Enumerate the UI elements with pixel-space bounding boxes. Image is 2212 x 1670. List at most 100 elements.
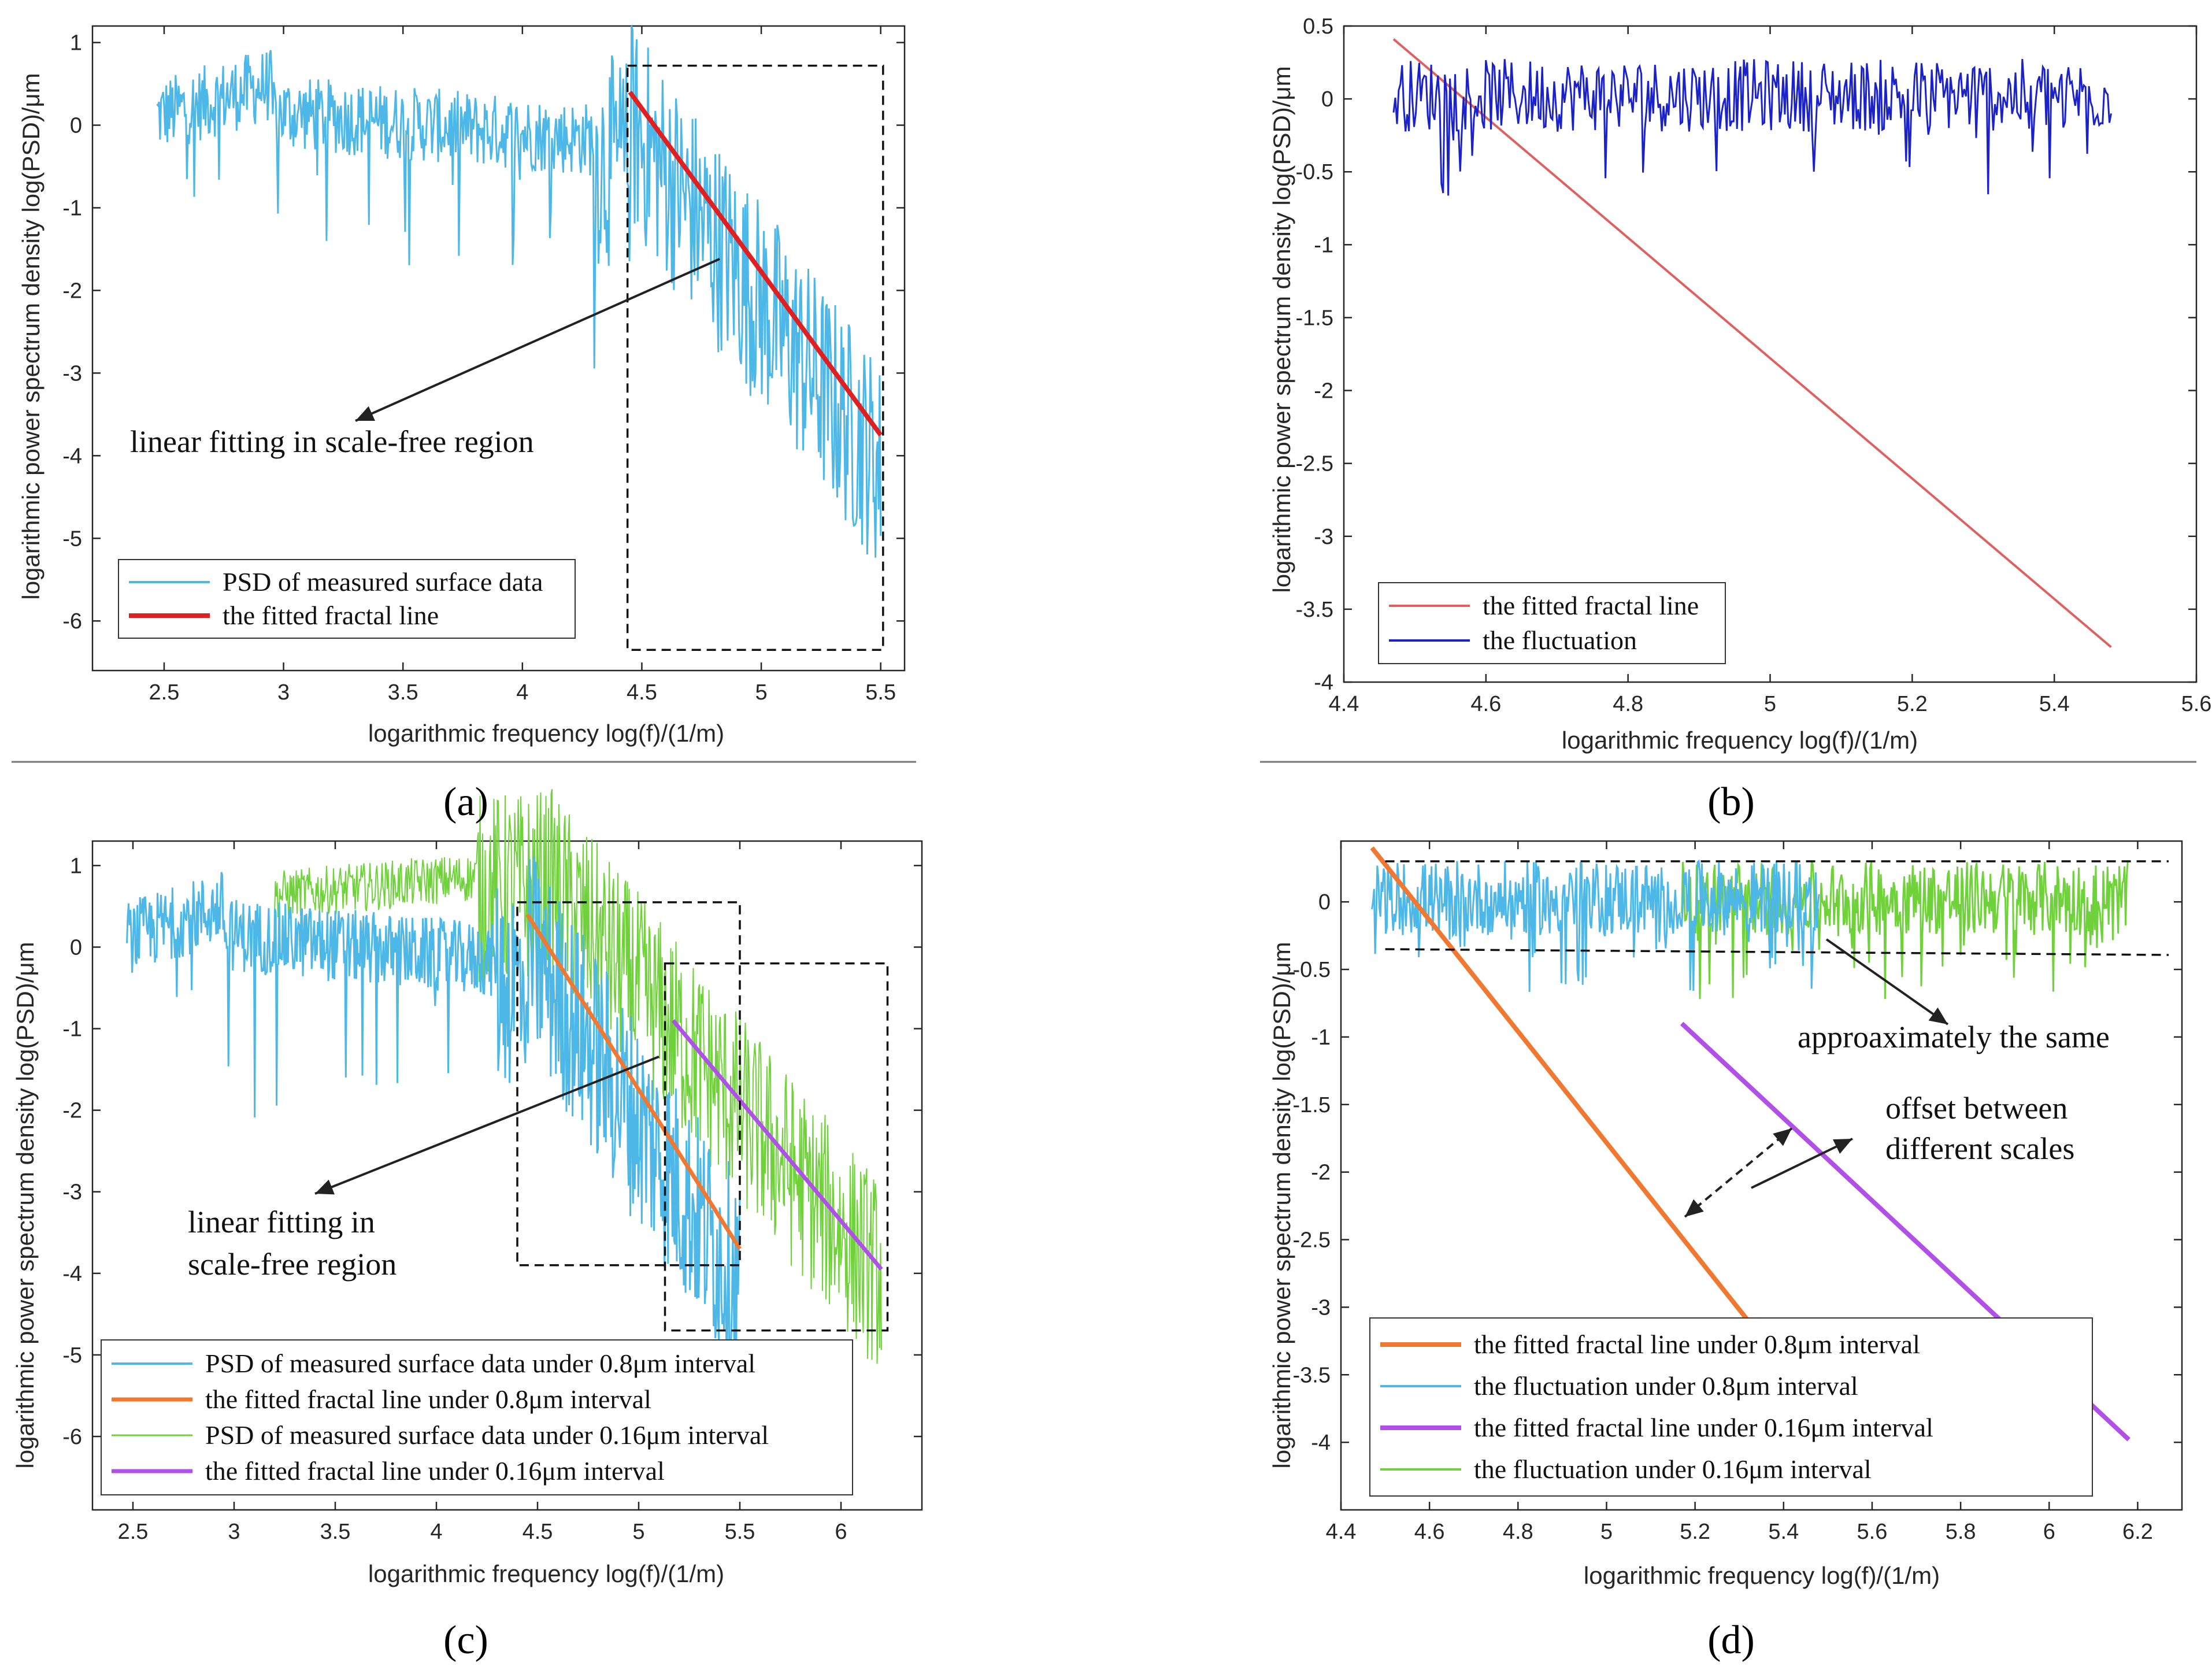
fluct-curve-d-016 [1681, 860, 2129, 999]
panel-c: 2.5 3 3.5 4 4.5 5 5.5 6 1 0 -1 -2 -3 -4 -5 -6 [62, 789, 923, 1544]
annotation-arrow-a [355, 258, 720, 422]
annotation-a: linear fitting in scale-free region [130, 424, 534, 459]
y-tick-label: -0.5 [1296, 160, 1333, 184]
annotation-d-offset-line1: offset between [1885, 1091, 2068, 1125]
y-tick-label: 1 [70, 31, 82, 55]
fluct-curve-b [1392, 58, 2112, 196]
x-axis-label-d: logarithmic frequency log(f)/(1/m) [1584, 1562, 1940, 1589]
x-tick-label: 4.6 [1414, 1520, 1445, 1544]
x-tick-label: 4.4 [1326, 1520, 1357, 1544]
x-tick-label: 5.4 [1768, 1520, 1799, 1544]
annotation-d-offset-line2: different scales [1885, 1131, 2074, 1166]
y-tick-label: -2 [1311, 1161, 1331, 1185]
x-tick-label: 3 [228, 1520, 240, 1544]
legend-box-a [118, 559, 576, 639]
x-tick-label: 4.5 [627, 680, 657, 705]
x-tick-label: 2.5 [149, 680, 180, 705]
y-tick-label: -4 [1314, 671, 1333, 695]
x-tick-label: 5.5 [725, 1520, 755, 1544]
y-tick-label: -2.5 [1293, 1228, 1331, 1253]
y-tick-label: -6 [62, 1425, 82, 1449]
x-tick-label: 4.4 [1329, 692, 1359, 716]
y-tick-label: -1 [1314, 233, 1333, 257]
legend-label-d-fluct016: the fluctuation under 0.16μm interval [1474, 1454, 1872, 1484]
y-tick-label: -0.5 [1293, 958, 1331, 982]
fluct-curve-d-08 [1371, 859, 1820, 993]
x-tick-label: 4 [430, 1520, 442, 1544]
x-axis-label-c: logarithmic frequency log(f)/(1/m) [368, 1560, 724, 1587]
legend-label-d-fit016: the fitted fractal line under 0.16μm int… [1474, 1413, 1933, 1442]
x-tick-label: 5.8 [1946, 1520, 1976, 1544]
offset-arrow-d-dashed [1684, 1127, 1793, 1218]
y-tick-label: -2 [62, 279, 82, 303]
panel-d: 4.4 4.6 4.8 5 5.2 5.4 5.6 5.8 6 6.2 0 -0.5 -1 -1.5 -2 -… [1293, 840, 2183, 1544]
x-tick-label: 4.8 [1613, 692, 1643, 716]
x-tick-label: 5.2 [1897, 692, 1928, 716]
psd-curve-a [156, 25, 882, 558]
y-tick-label: -2.5 [1296, 452, 1333, 476]
x-tick-label: 6 [2043, 1520, 2055, 1544]
y-tick-label: -3.5 [1296, 598, 1333, 622]
legend-label-a-psd: PSD of measured surface data [223, 567, 543, 597]
annotation-c-line1: linear fitting in [188, 1205, 375, 1239]
legend-label-c-psd08: PSD of measured surface data under 0.8μm… [205, 1349, 755, 1378]
scale-free-box-c-08 [516, 901, 741, 1267]
legend-label-a-fit: the fitted fractal line [223, 601, 439, 630]
legend-label-c-psd016: PSD of measured surface data under 0.16μ… [205, 1420, 769, 1450]
y-tick-label: 0 [1321, 87, 1333, 112]
y-tick-label: 1 [70, 854, 82, 878]
x-tick-label: 3.5 [388, 680, 418, 705]
x-tick-label: 4.6 [1470, 692, 1501, 716]
x-tick-label: 3.5 [320, 1520, 351, 1544]
fit-line-d-08 [1370, 846, 1750, 1323]
y-tick-label: -3.5 [1293, 1363, 1331, 1387]
legend-label-b-fit: the fitted fractal line [1483, 591, 1699, 620]
caption-d: (d) [1707, 1618, 1755, 1662]
y-tick-label: -1.5 [1296, 306, 1333, 330]
y-tick-label: -1 [62, 1017, 82, 1042]
x-tick-label: 5 [1600, 1520, 1613, 1544]
caption-c: (c) [443, 1618, 488, 1662]
plot-frame-d [1340, 840, 2183, 1511]
fit-line-b [1392, 38, 2112, 648]
psd-curve-c-08 [126, 856, 741, 1381]
offset-arrow-d-solid [1751, 1138, 1853, 1189]
x-axis-label-b: logarithmic frequency log(f)/(1/m) [1562, 727, 1918, 754]
legend-box-b [1378, 582, 1726, 664]
y-tick-label: 0 [70, 114, 82, 138]
x-tick-label: 5.4 [2039, 692, 2070, 716]
caption-a: (a) [443, 780, 488, 824]
x-tick-label: 4.8 [1503, 1520, 1533, 1544]
x-tick-label: 2.5 [118, 1520, 149, 1544]
y-tick-label: 0 [1318, 890, 1331, 914]
annotation-arrow-c [314, 1056, 659, 1195]
arrow-head [1928, 1007, 1948, 1024]
arrow-head [355, 406, 375, 421]
y-tick-label: -3 [62, 361, 82, 386]
y-tick-label: -3 [62, 1180, 82, 1205]
scale-free-box-c-016 [664, 962, 889, 1332]
annotation-arrow-d-same [1825, 938, 1949, 1025]
fit-line-c-08 [525, 913, 742, 1250]
arrow-head [1833, 1139, 1852, 1154]
plot-frame-c [91, 840, 923, 1511]
x-tick-label: 5.6 [2181, 692, 2212, 716]
caption-b: (b) [1707, 780, 1755, 824]
legend-label-d-fluct08: the fluctuation under 0.8μm interval [1474, 1371, 1858, 1401]
y-tick-label: -1.5 [1293, 1093, 1331, 1117]
y-tick-label: -5 [62, 1343, 82, 1368]
y-tick-label: -1 [1311, 1025, 1331, 1050]
legend-label-d-fit08: the fitted fractal line under 0.8μm inte… [1474, 1330, 1920, 1359]
y-tick-label: -4 [62, 444, 82, 468]
x-tick-label: 5.2 [1680, 1520, 1710, 1544]
scale-free-box-a [626, 64, 884, 651]
legend-box-d [1369, 1317, 2093, 1497]
x-tick-label: 3 [277, 680, 290, 705]
legend-label-c-fit08: the fitted fractal line under 0.8μm inte… [205, 1384, 651, 1414]
arrow-head [315, 1179, 335, 1195]
y-tick-label: -3 [1311, 1295, 1331, 1320]
y-tick-label: -6 [62, 609, 82, 634]
annotation-c-line2: scale-free region [188, 1247, 397, 1282]
y-tick-label: -2 [62, 1099, 82, 1123]
